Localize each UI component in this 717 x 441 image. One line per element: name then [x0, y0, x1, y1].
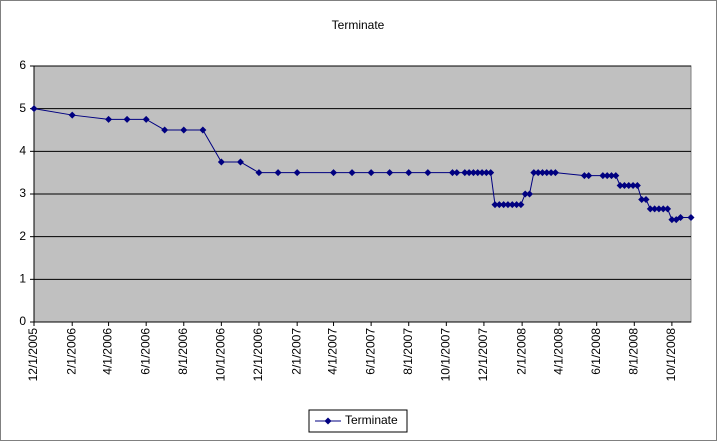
marker — [478, 169, 486, 177]
marker — [599, 172, 607, 180]
x-tick-label: 10/1/2006 — [214, 328, 228, 382]
marker — [521, 190, 529, 198]
marker — [123, 115, 131, 123]
marker — [424, 169, 432, 177]
marker — [585, 172, 593, 180]
marker — [448, 169, 456, 177]
x-tick-label: 12/1/2006 — [251, 328, 265, 382]
legend-box — [308, 409, 408, 433]
marker — [629, 181, 637, 189]
marker — [651, 205, 659, 213]
marker — [677, 213, 685, 221]
marker — [508, 201, 516, 209]
x-tick-label: 2/1/2008 — [514, 328, 528, 375]
x-tick-label: 8/1/2008 — [626, 328, 640, 375]
marker — [646, 205, 654, 213]
marker — [612, 172, 620, 180]
x-tick-label: 12/1/2007 — [476, 328, 490, 382]
marker — [543, 169, 551, 177]
marker — [293, 169, 301, 177]
marker — [330, 169, 338, 177]
marker — [616, 181, 624, 189]
x-tick-label: 6/1/2008 — [589, 328, 603, 375]
y-tick-label: 6 — [19, 58, 26, 72]
marker — [580, 172, 588, 180]
marker — [500, 201, 508, 209]
y-tick-label: 1 — [19, 272, 26, 286]
marker — [534, 169, 542, 177]
y-tick-label: 4 — [19, 144, 26, 158]
chart-title: Terminate — [332, 18, 385, 32]
marker — [105, 115, 113, 123]
marker — [161, 126, 169, 134]
x-tick-label: 6/1/2007 — [363, 328, 377, 375]
marker — [217, 158, 225, 166]
marker — [551, 169, 559, 177]
x-tick-label: 4/1/2008 — [551, 328, 565, 375]
marker — [526, 190, 534, 198]
x-tick-label: 2/1/2007 — [289, 328, 303, 375]
marker — [504, 201, 512, 209]
marker — [487, 169, 495, 177]
marker — [68, 111, 76, 119]
marker — [199, 126, 207, 134]
x-tick-label: 12/1/2005 — [26, 328, 40, 382]
x-tick-label: 8/1/2006 — [176, 328, 190, 375]
marker — [348, 169, 356, 177]
x-tick-label: 8/1/2007 — [401, 328, 415, 375]
y-tick-label: 0 — [19, 314, 26, 328]
marker — [405, 169, 413, 177]
marker — [495, 201, 503, 209]
x-tick-label: 4/1/2007 — [326, 328, 340, 375]
marker — [547, 169, 555, 177]
marker — [620, 181, 628, 189]
legend-marker — [324, 417, 332, 425]
marker — [461, 169, 469, 177]
marker — [465, 169, 473, 177]
marker — [274, 169, 282, 177]
y-tick-label: 5 — [19, 101, 26, 115]
marker — [491, 201, 499, 209]
marker — [655, 205, 663, 213]
marker — [687, 213, 695, 221]
marker — [625, 181, 633, 189]
marker — [530, 169, 538, 177]
marker — [482, 169, 490, 177]
marker — [603, 172, 611, 180]
marker — [386, 169, 394, 177]
legend-label: Terminate — [345, 413, 398, 427]
x-tick-label: 4/1/2006 — [101, 328, 115, 375]
y-tick-label: 3 — [19, 186, 26, 200]
marker — [30, 105, 38, 113]
marker — [642, 196, 650, 204]
marker — [638, 196, 646, 204]
marker — [453, 169, 461, 177]
marker — [474, 169, 482, 177]
marker — [668, 216, 676, 224]
marker — [469, 169, 477, 177]
x-tick-label: 10/1/2007 — [438, 328, 452, 382]
marker — [607, 172, 615, 180]
marker — [180, 126, 188, 134]
marker — [513, 201, 521, 209]
marker — [664, 205, 672, 213]
marker — [659, 205, 667, 213]
marker — [255, 169, 263, 177]
x-tick-label: 10/1/2008 — [664, 328, 678, 382]
marker — [538, 169, 546, 177]
marker — [633, 181, 641, 189]
marker — [517, 201, 525, 209]
y-tick-label: 2 — [19, 229, 26, 243]
x-tick-label: 6/1/2006 — [138, 328, 152, 375]
marker — [367, 169, 375, 177]
marker — [142, 115, 150, 123]
legend: Terminate — [308, 409, 408, 433]
x-tick-label: 2/1/2006 — [64, 328, 78, 375]
marker — [236, 158, 244, 166]
